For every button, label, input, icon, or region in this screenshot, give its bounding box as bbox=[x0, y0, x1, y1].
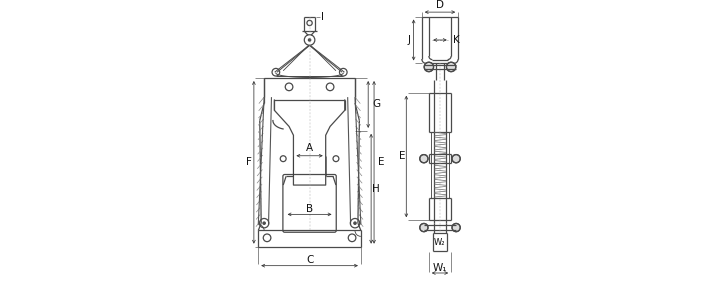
Circle shape bbox=[424, 62, 434, 72]
Text: E: E bbox=[378, 157, 385, 167]
Text: E: E bbox=[399, 152, 405, 161]
Circle shape bbox=[452, 155, 460, 163]
Text: W₂: W₂ bbox=[434, 238, 445, 247]
Text: D: D bbox=[436, 0, 444, 10]
Circle shape bbox=[420, 223, 428, 232]
Circle shape bbox=[308, 39, 311, 41]
Text: I: I bbox=[321, 12, 324, 22]
Text: C: C bbox=[306, 255, 313, 265]
Text: A: A bbox=[306, 143, 313, 153]
Text: K: K bbox=[452, 35, 459, 45]
Text: F: F bbox=[246, 157, 251, 167]
Text: G: G bbox=[372, 99, 381, 109]
Circle shape bbox=[447, 62, 456, 72]
Text: J: J bbox=[408, 35, 411, 45]
Circle shape bbox=[420, 155, 428, 163]
Text: W₁: W₁ bbox=[433, 263, 447, 273]
Text: H: H bbox=[372, 184, 380, 194]
Circle shape bbox=[354, 222, 356, 224]
Text: B: B bbox=[306, 204, 313, 214]
Circle shape bbox=[452, 223, 460, 232]
Circle shape bbox=[263, 222, 266, 224]
